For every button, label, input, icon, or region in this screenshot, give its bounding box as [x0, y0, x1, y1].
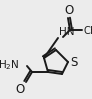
Text: O: O: [16, 83, 25, 96]
Text: H$_2$N: H$_2$N: [0, 58, 20, 72]
Text: S: S: [70, 57, 77, 69]
Text: HN: HN: [59, 27, 75, 37]
Text: CH$_3$: CH$_3$: [83, 24, 92, 38]
Text: O: O: [64, 4, 74, 17]
